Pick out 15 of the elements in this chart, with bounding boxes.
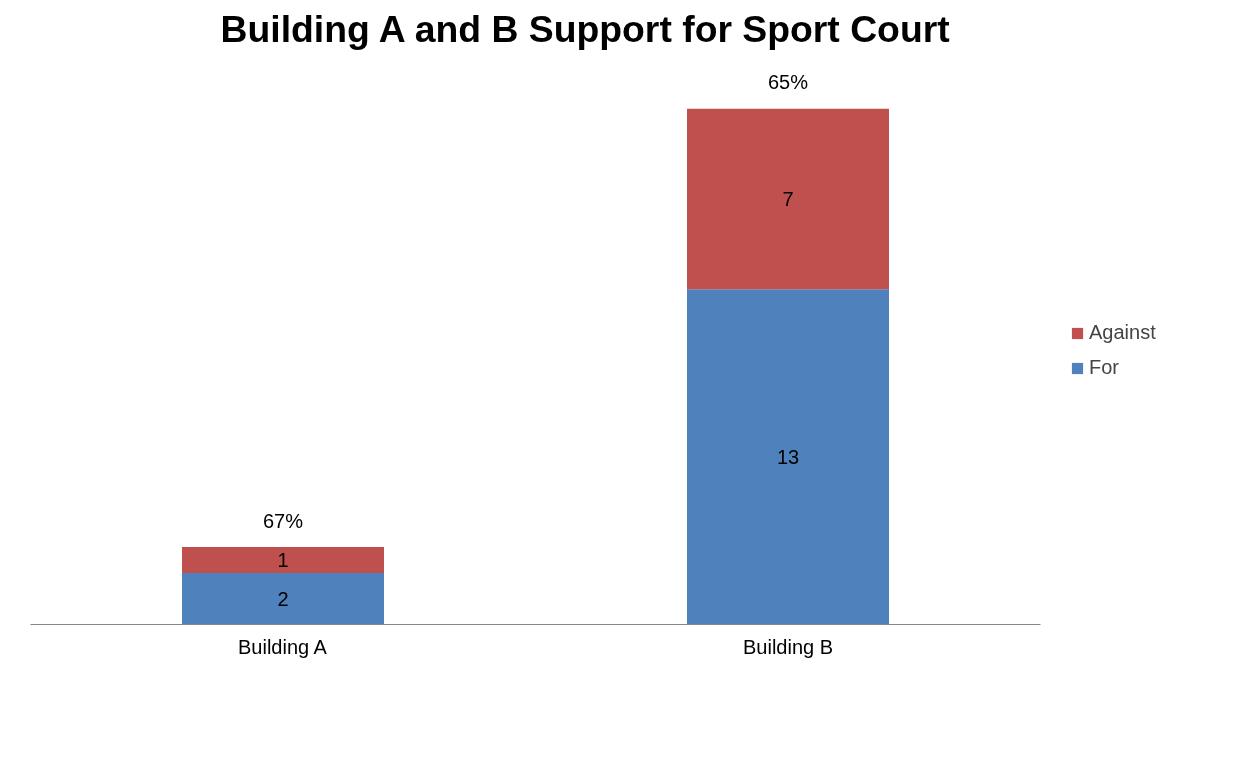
x-tick-label: Building B (742, 635, 834, 658)
bar (687, 289, 889, 625)
bar (182, 572, 384, 625)
bar (687, 108, 889, 290)
bar (182, 547, 384, 573)
data-label: 13 (776, 445, 800, 468)
x-tick-label: Building A (237, 635, 328, 658)
legend-label: Against (1089, 321, 1156, 344)
data-label: 1 (277, 549, 289, 572)
chart-title: Building A and B Support for Sport Court (220, 7, 950, 50)
data-label: 2 (277, 587, 289, 610)
legend-label: For (1089, 356, 1119, 379)
annotation: 67% (262, 509, 304, 532)
annotation: 65% (767, 71, 809, 94)
data-label: 7 (782, 187, 794, 210)
